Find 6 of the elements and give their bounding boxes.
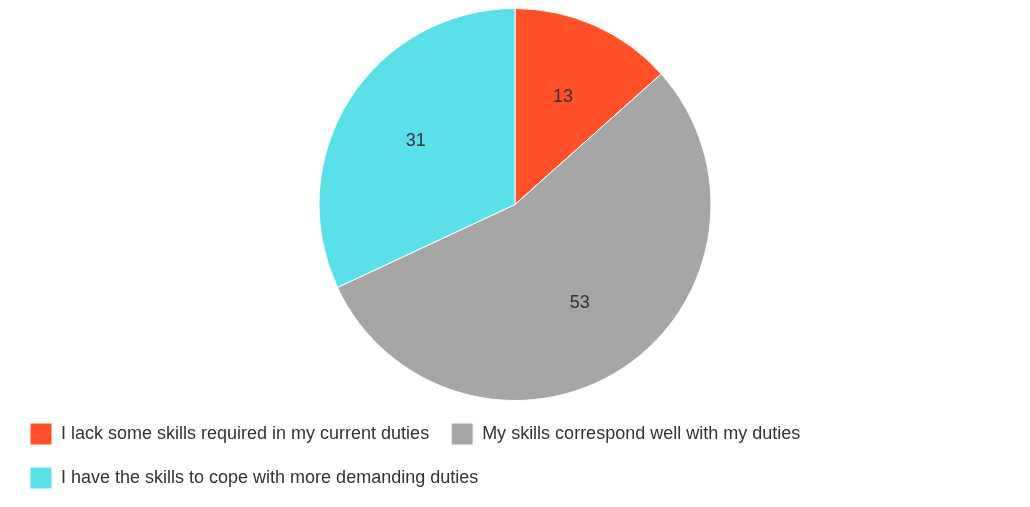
data-label: 13 (553, 86, 574, 107)
legend-label: My skills correspond well with my duties (482, 422, 801, 443)
data-label: 53 (569, 291, 590, 312)
legend-label: I lack some skills required in my current duties (61, 422, 430, 443)
data-label: 31 (405, 130, 426, 151)
legend-label: I have the skills to cope with more demanding duties (61, 466, 479, 487)
